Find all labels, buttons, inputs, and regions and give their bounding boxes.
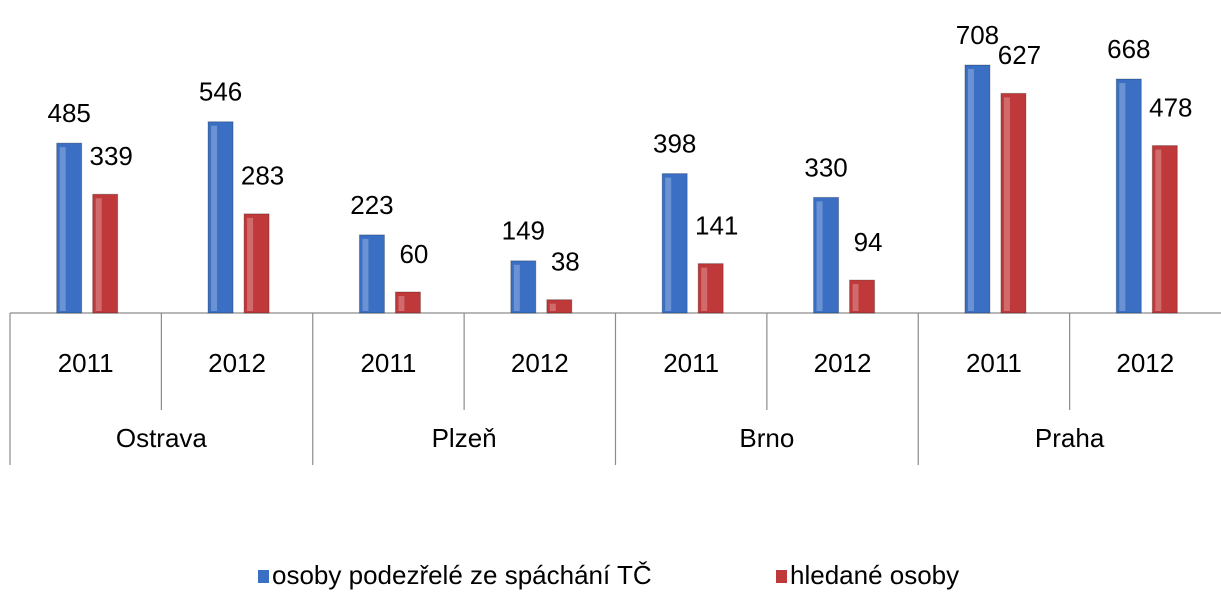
group-label: Praha — [1035, 423, 1105, 453]
bar — [546, 299, 573, 314]
bar-highlight — [1003, 97, 1010, 311]
legend-swatch — [776, 570, 787, 583]
x-tick-label: 2012 — [511, 348, 569, 378]
bar — [661, 173, 688, 314]
bar — [394, 291, 421, 314]
bar — [1151, 145, 1178, 314]
bar-highlight — [701, 267, 708, 311]
data-label: 94 — [854, 227, 883, 257]
bar-highlight — [967, 69, 974, 311]
bar — [813, 196, 840, 314]
data-label: 668 — [1107, 34, 1150, 64]
data-label: 708 — [956, 20, 999, 50]
x-tick-label: 2012 — [814, 348, 872, 378]
group-label: Ostrava — [116, 423, 208, 453]
bar — [1115, 78, 1142, 314]
data-label: 60 — [399, 239, 428, 269]
x-tick-label: 2012 — [208, 348, 266, 378]
data-label: 398 — [653, 128, 696, 158]
x-tick-label: 2011 — [663, 348, 719, 378]
bar — [849, 279, 876, 314]
bar-highlight — [852, 284, 859, 311]
bar — [243, 213, 270, 314]
data-label: 283 — [241, 161, 284, 191]
bar — [964, 64, 991, 314]
data-label: 485 — [47, 98, 90, 128]
x-tick-label: 2011 — [58, 348, 114, 378]
bar — [207, 121, 234, 314]
bar-highlight — [549, 303, 556, 311]
bar — [56, 142, 83, 314]
group-label: Plzeň — [432, 423, 497, 453]
bar — [697, 263, 724, 314]
data-label: 478 — [1149, 92, 1192, 122]
bar-highlight — [1155, 149, 1162, 311]
x-tick-label: 2012 — [1116, 348, 1174, 378]
data-label: 38 — [551, 247, 580, 277]
bar-highlight — [59, 147, 66, 311]
data-label: 149 — [502, 216, 545, 246]
data-label: 627 — [998, 40, 1041, 70]
data-label: 223 — [350, 190, 393, 220]
x-tick-label: 2011 — [966, 348, 1022, 378]
x-tick-label: 2011 — [360, 348, 416, 378]
bar-highlight — [211, 125, 218, 312]
bar-highlight — [398, 295, 405, 311]
legend-label: hledané osoby — [790, 560, 959, 590]
bar-highlight — [1119, 83, 1126, 312]
data-label: 546 — [199, 77, 242, 107]
legend-swatch — [258, 570, 269, 583]
bar-highlight — [247, 217, 254, 311]
data-label: 339 — [89, 141, 132, 171]
data-label: 141 — [695, 210, 738, 240]
bar — [1000, 92, 1027, 314]
bar — [358, 234, 385, 314]
bar-highlight — [362, 238, 369, 311]
legend-label: osoby podezřelé ze spáchání TČ — [272, 560, 652, 590]
group-label: Brno — [739, 423, 794, 453]
bar-highlight — [95, 198, 102, 311]
bar-highlight — [665, 177, 672, 311]
data-label: 330 — [804, 152, 847, 182]
bar-highlight — [513, 264, 520, 311]
bar-highlight — [816, 201, 823, 311]
bar — [510, 260, 537, 314]
bar — [92, 193, 119, 314]
